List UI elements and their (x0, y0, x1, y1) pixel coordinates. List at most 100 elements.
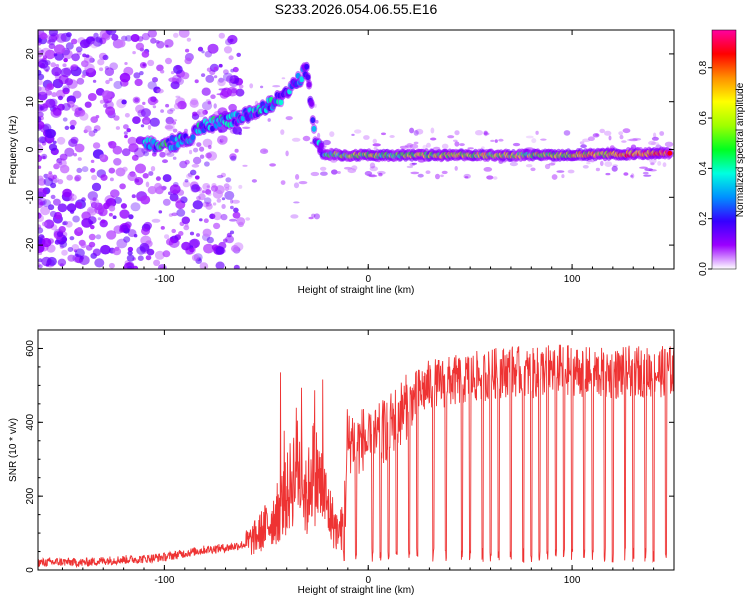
spectrogram-noise-blob (165, 44, 169, 48)
spectrogram-noise-blob (154, 182, 163, 191)
spectrogram-noise-blob (124, 113, 130, 118)
spectrogram-noise-blob (535, 130, 539, 135)
spectrogram-ridge-core (318, 142, 324, 149)
spectrogram-noise-blob (57, 258, 67, 267)
spectrogram-noise-blob (410, 171, 420, 175)
spectrogram-noise-blob (143, 150, 150, 157)
spectrogram-noise-blob (175, 95, 181, 99)
spectrogram-noise-blob (81, 60, 89, 68)
spectrogram-noise-blob (608, 135, 612, 141)
spectrogram-noise-blob (204, 197, 212, 205)
spectrogram-noise-blob (88, 208, 95, 214)
spectrogram-noise-blob (234, 148, 239, 153)
spectrogram-noise-blob (198, 189, 206, 194)
spectrogram-noise-blob (336, 171, 341, 174)
spectrogram-noise-blob (150, 166, 156, 172)
spectrogram-noise-blob (447, 135, 455, 139)
spectrogram-noise-blob (94, 258, 105, 268)
colorbar-ticks: 0.0 0.2 0.4 0.6 0.8 (698, 60, 712, 276)
spectrogram-noise-blob (140, 124, 145, 128)
spectrogram-noise-blob (44, 49, 56, 60)
spectrogram-noise-blob (41, 256, 52, 267)
spectrogram-noise-blob (189, 231, 195, 236)
spectrogram-noise-blob (85, 54, 90, 58)
spectrogram-noise-blob (38, 224, 42, 230)
spectrogram-noise-blob (120, 224, 129, 232)
spectrogram-noise-blob (128, 143, 139, 153)
spectrogram-noise-blob (160, 109, 165, 113)
spectrogram-noise-blob (90, 40, 99, 49)
spectrogram-noise-blob (189, 99, 199, 108)
spectrogram-noise-blob (220, 172, 226, 178)
spectrogram-noise-blob (121, 148, 131, 157)
spectrogram-noise-blob (58, 161, 63, 165)
spectrogram-noise-blob (152, 77, 158, 83)
spectrogram-noise-blob (544, 163, 551, 170)
spectrogram-noise-blob (206, 236, 214, 244)
spectrogram-noise-blob (600, 160, 604, 167)
spectrogram-noise-blob (119, 72, 131, 83)
spectrogram-noise-blob (81, 74, 86, 78)
spectrogram-noise-blob (69, 197, 75, 202)
spectrogram-noise-blob (223, 46, 233, 54)
spectrogram-noise-blob (233, 207, 239, 213)
spectrogram-noise-blob (225, 177, 232, 183)
spectrogram-noise-blob (238, 84, 244, 89)
spectrogram-noise-blob (127, 246, 134, 252)
spectrogram-noise-blob (230, 155, 237, 162)
spectrogram-noise-blob (643, 174, 652, 177)
spectrogram-noise-blob (164, 234, 170, 240)
spectrogram-noise-blob (233, 264, 240, 269)
spectrogram-noise-blob (630, 173, 635, 179)
spectrogram-noise-blob (182, 180, 191, 188)
spectrogram-noise-blob (143, 120, 149, 124)
spectrogram-noise-blob (124, 62, 128, 65)
spectrogram-noise-blob (202, 201, 209, 208)
spectrogram-noise-blob (54, 52, 64, 61)
spectrogram-noise-blob (225, 75, 235, 84)
spectrogram-noise-blob (220, 213, 228, 221)
spectrogram-noise-blob (56, 158, 67, 169)
spectrogram-noise-blob (76, 227, 83, 232)
spectrogram-noise-blob (92, 142, 101, 149)
spectrogram-noise-blob (121, 99, 127, 105)
spectrogram-noise-blob (79, 112, 89, 121)
spectrogram-noise-blob (79, 39, 90, 49)
spectrogram-noise-blob (197, 46, 204, 52)
spectrogram-noise-blob (38, 47, 42, 53)
spectrogram-noise-blob (53, 198, 61, 206)
spectrogram-noise-blob (72, 215, 80, 223)
spectrogram-noise-blob (648, 140, 656, 146)
spectrogram-noise-blob (127, 250, 133, 256)
spectrogram-noise-blob (199, 146, 205, 152)
spectrogram-noise-blob (166, 238, 174, 246)
spectrogram-heatmap (38, 30, 674, 269)
colorbar-tick-label: 0.4 (698, 161, 709, 175)
spectrogram-noise-blob (650, 141, 660, 146)
spectrogram-noise-blob (378, 172, 383, 177)
spectrogram-noise-blob (39, 32, 48, 40)
spectrogram-noise-blob (201, 50, 205, 54)
spectrogram-noise-blob (376, 170, 386, 175)
spectrogram-noise-blob (622, 128, 631, 134)
spectrogram-noise-blob (311, 213, 316, 218)
spectrogram-noise-blob (207, 43, 219, 54)
spectrogram-noise-blob (48, 143, 58, 151)
spectrogram-noise-blob (121, 35, 128, 42)
spectrogram-ridge-core (309, 100, 314, 107)
spectrogram-noise-blob (78, 255, 90, 266)
spectrogram-noise-blob (103, 202, 111, 210)
spectrogram-noise-blob (69, 125, 76, 130)
spectrogram-noise-blob (320, 166, 327, 171)
spectrogram-noise-blob (95, 115, 100, 119)
spectrogram-noise-blob (97, 58, 105, 66)
spectrogram-noise-blob (167, 109, 174, 115)
spectrogram-noise-blob (498, 138, 504, 142)
spectrogram-noise-blob (399, 145, 409, 149)
spectrogram-noise-blob (218, 32, 225, 39)
spectrogram-noise-blob (293, 201, 300, 204)
spectrogram-noise-blob (454, 141, 460, 147)
spectrogram-noise-blob (162, 159, 168, 164)
spectrogram-noise-blob (75, 46, 83, 53)
figure-title: S233.2026.054.06.55.E16 (275, 1, 438, 17)
